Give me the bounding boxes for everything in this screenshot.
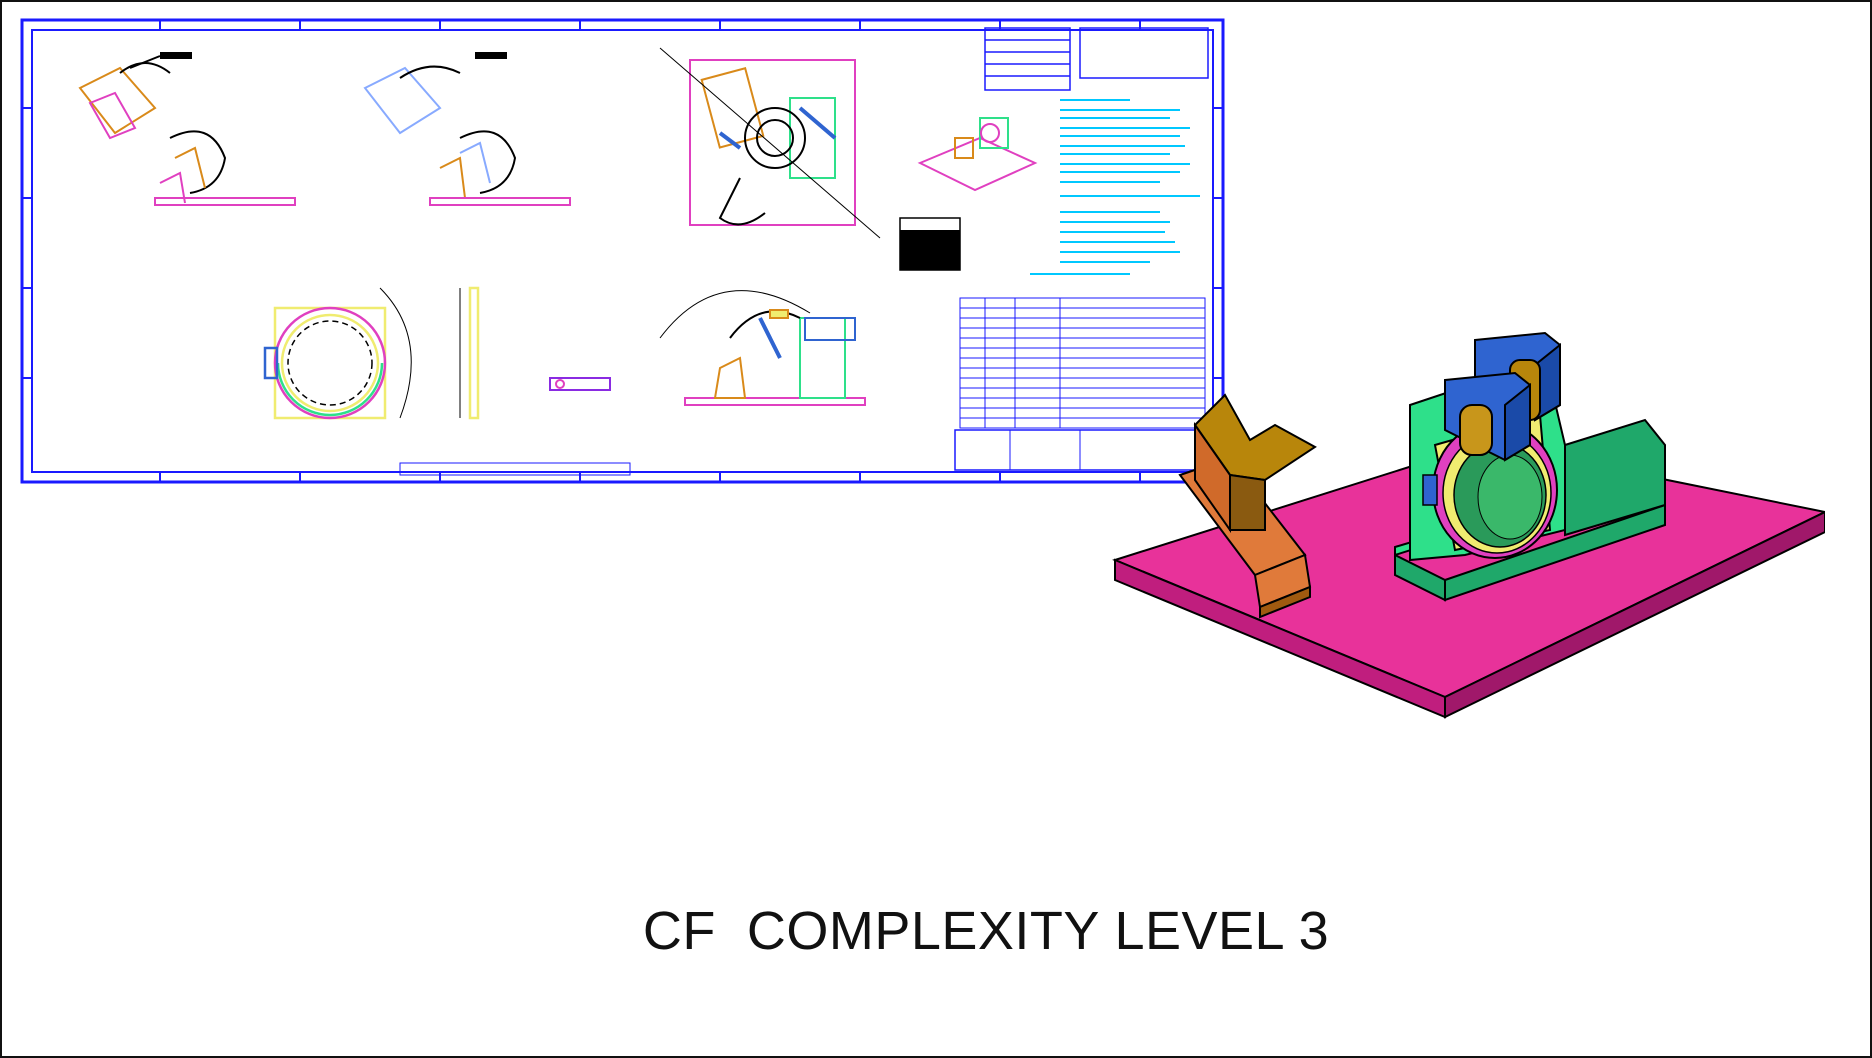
bracket-support (1178, 393, 1317, 619)
locator-saddles (1444, 331, 1561, 462)
engineering-drawing-sheet (20, 18, 1225, 484)
slide-caption: CF COMPLEXITY LEVEL 3 (642, 901, 1330, 961)
fixture-3d-model (1112, 331, 1825, 719)
clamp-ring (1422, 421, 1558, 559)
